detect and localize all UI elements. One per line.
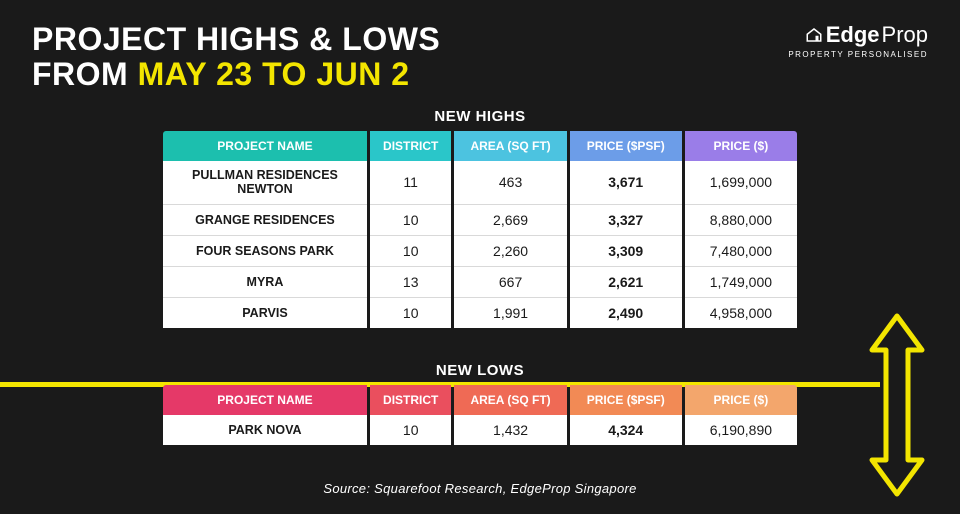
- col-area: AREA (SQ FT): [454, 385, 566, 415]
- up-down-arrow-icon: [864, 310, 930, 500]
- table-row: GRANGE RESIDENCES102,6693,3278,880,000: [163, 205, 797, 236]
- new-highs-label: NEW HIGHS: [160, 108, 800, 125]
- table-row: PARVIS101,9912,4904,958,000: [163, 298, 797, 328]
- cell-price: 6,190,890: [685, 415, 797, 445]
- cell-psf: 4,324: [570, 415, 682, 445]
- col-price: PRICE ($): [685, 131, 797, 161]
- cell-price: 1,699,000: [685, 161, 797, 205]
- table-row: MYRA136672,6211,749,000: [163, 267, 797, 298]
- cell-psf: 3,309: [570, 236, 682, 267]
- col-price: PRICE ($): [685, 385, 797, 415]
- logo-text-b: Prop: [882, 22, 928, 48]
- col-psf: PRICE ($PSF): [570, 131, 682, 161]
- cell-name: FOUR SEASONS PARK: [163, 236, 367, 267]
- cell-area: 1,432: [454, 415, 566, 445]
- new-lows-label: NEW LOWS: [160, 362, 800, 379]
- cell-name: GRANGE RESIDENCES: [163, 205, 367, 236]
- cell-district: 10: [370, 236, 452, 267]
- table-row: PARK NOVA101,4324,3246,190,890: [163, 415, 797, 445]
- col-district: DISTRICT: [370, 385, 452, 415]
- cell-psf: 3,327: [570, 205, 682, 236]
- logo-tagline: PROPERTY PERSONALISED: [788, 50, 928, 59]
- page-title: PROJECT HIGHS & LOWS FROM MAY 23 TO JUN …: [32, 22, 440, 92]
- col-area: AREA (SQ FT): [454, 131, 566, 161]
- cell-district: 10: [370, 298, 452, 328]
- col-district: DISTRICT: [370, 131, 452, 161]
- highs-table: PROJECT NAME DISTRICT AREA (SQ FT) PRICE…: [160, 131, 800, 328]
- logo-text-a: Edge: [826, 22, 880, 48]
- house-icon: [805, 28, 823, 42]
- cell-area: 1,991: [454, 298, 566, 328]
- title-line-2: FROM MAY 23 TO JUN 2: [32, 57, 440, 92]
- col-project-name: PROJECT NAME: [163, 131, 367, 161]
- title-line-1: PROJECT HIGHS & LOWS: [32, 22, 440, 57]
- cell-area: 2,260: [454, 236, 566, 267]
- cell-psf: 2,621: [570, 267, 682, 298]
- cell-price: 4,958,000: [685, 298, 797, 328]
- cell-name: PARK NOVA: [163, 415, 367, 445]
- source-citation: Source: Squarefoot Research, EdgeProp Si…: [0, 481, 960, 496]
- cell-area: 2,669: [454, 205, 566, 236]
- table-row: PULLMAN RESIDENCES NEWTON114633,6711,699…: [163, 161, 797, 205]
- cell-district: 13: [370, 267, 452, 298]
- cell-area: 463: [454, 161, 566, 205]
- cell-price: 7,480,000: [685, 236, 797, 267]
- brand-logo: EdgeProp PROPERTY PERSONALISED: [788, 22, 928, 59]
- cell-price: 1,749,000: [685, 267, 797, 298]
- lows-table: PROJECT NAME DISTRICT AREA (SQ FT) PRICE…: [160, 385, 800, 445]
- cell-district: 10: [370, 415, 452, 445]
- cell-psf: 3,671: [570, 161, 682, 205]
- cell-name: MYRA: [163, 267, 367, 298]
- cell-area: 667: [454, 267, 566, 298]
- cell-district: 10: [370, 205, 452, 236]
- cell-price: 8,880,000: [685, 205, 797, 236]
- cell-name: PULLMAN RESIDENCES NEWTON: [163, 161, 367, 205]
- cell-district: 11: [370, 161, 452, 205]
- cell-name: PARVIS: [163, 298, 367, 328]
- cell-psf: 2,490: [570, 298, 682, 328]
- table-row: FOUR SEASONS PARK102,2603,3097,480,000: [163, 236, 797, 267]
- col-psf: PRICE ($PSF): [570, 385, 682, 415]
- col-project-name: PROJECT NAME: [163, 385, 367, 415]
